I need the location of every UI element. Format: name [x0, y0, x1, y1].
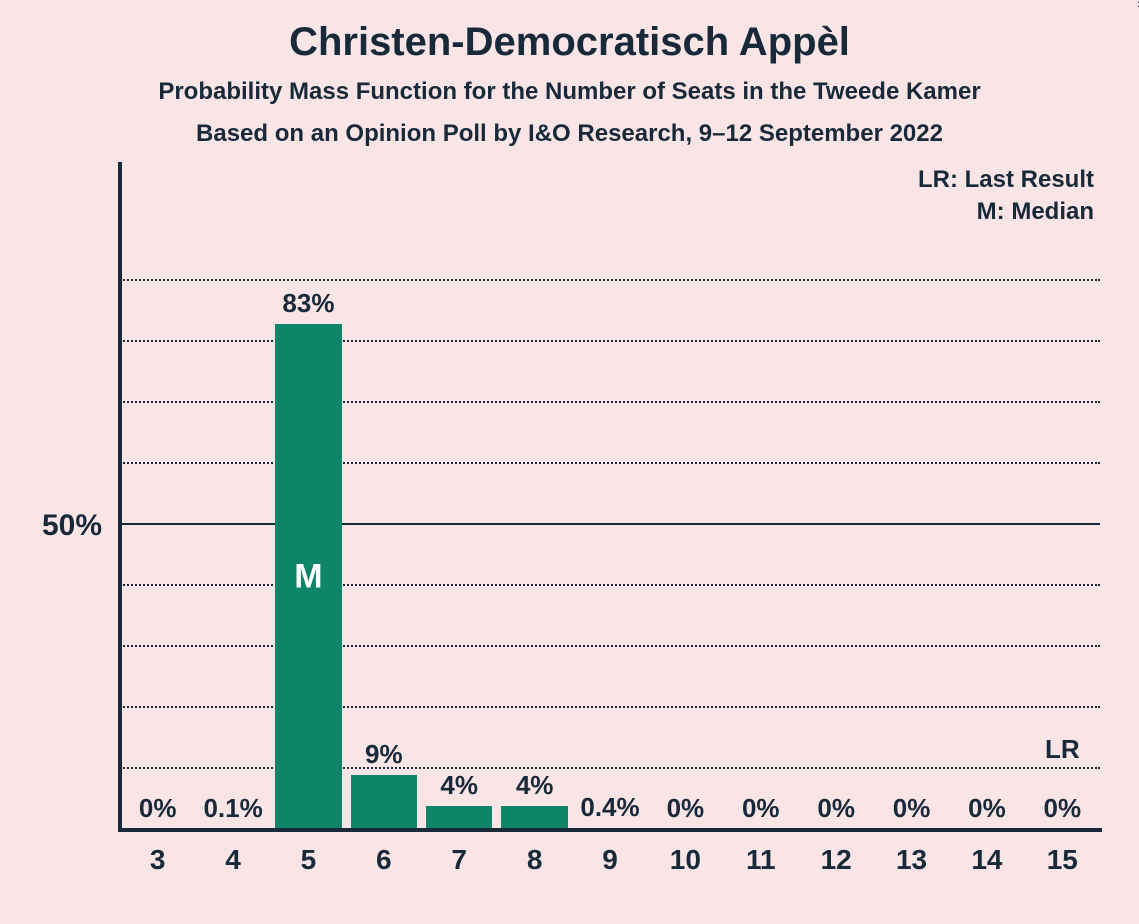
- bar-value-label: 0%: [878, 793, 944, 824]
- bar: 83%M: [275, 324, 341, 830]
- pmf-bar-chart: © 2022 Filip van Laenen Christen-Democra…: [0, 0, 1139, 924]
- last-result-marker: LR: [1025, 734, 1100, 765]
- bar-value-label: 4%: [426, 770, 492, 801]
- x-tick-label: 5: [271, 844, 346, 876]
- copyright-text: © 2022 Filip van Laenen: [1135, 0, 1139, 8]
- chart-title: Christen-Democratisch Appèl: [0, 20, 1139, 65]
- bar-value-label: 0%: [803, 793, 869, 824]
- bar-value-label: 83%: [275, 288, 341, 319]
- bar: 9%: [351, 775, 417, 830]
- bar-value-label: 9%: [351, 739, 417, 770]
- y-tick-label: 50%: [12, 509, 102, 543]
- x-tick-label: 13: [874, 844, 949, 876]
- bar-value-label: 0%: [125, 793, 191, 824]
- x-tick-label: 9: [572, 844, 647, 876]
- x-tick-label: 11: [723, 844, 798, 876]
- bar-value-label: 0%: [1029, 793, 1095, 824]
- x-tick-label: 3: [120, 844, 195, 876]
- legend-median: M: Median: [120, 198, 1094, 226]
- bar-value-label: 0%: [652, 793, 718, 824]
- chart-subtitle-2: Based on an Opinion Poll by I&O Research…: [0, 120, 1139, 148]
- grid-line: [120, 340, 1100, 342]
- x-axis-line: [118, 828, 1102, 832]
- x-tick-label: 8: [497, 844, 572, 876]
- bar-value-label: 0%: [728, 793, 794, 824]
- bar-value-label: 4%: [501, 770, 567, 801]
- bar: 4%: [426, 806, 492, 830]
- plot-area: 50%0%30.1%483%M59%64%74%80.4%90%100%110%…: [120, 220, 1100, 830]
- grid-line: [120, 706, 1100, 708]
- grid-line: [120, 645, 1100, 647]
- x-tick-label: 14: [949, 844, 1024, 876]
- bar-value-label: 0%: [954, 793, 1020, 824]
- grid-line: [120, 462, 1100, 464]
- legend-last-result: LR: Last Result: [120, 166, 1094, 194]
- grid-line: [120, 401, 1100, 403]
- chart-subtitle-1: Probability Mass Function for the Number…: [0, 78, 1139, 106]
- grid-line: [120, 279, 1100, 281]
- y-axis-line: [118, 162, 122, 832]
- bar: 4%: [501, 806, 567, 830]
- x-tick-label: 7: [422, 844, 497, 876]
- grid-line: [120, 523, 1100, 525]
- median-marker: M: [275, 557, 341, 596]
- grid-line: [120, 767, 1100, 769]
- x-tick-label: 6: [346, 844, 421, 876]
- bar-value-label: 0.1%: [200, 793, 266, 824]
- bar-value-label: 0.4%: [577, 792, 643, 823]
- x-tick-label: 15: [1025, 844, 1100, 876]
- x-tick-label: 12: [798, 844, 873, 876]
- grid-line: [120, 584, 1100, 586]
- x-tick-label: 10: [648, 844, 723, 876]
- x-tick-label: 4: [195, 844, 270, 876]
